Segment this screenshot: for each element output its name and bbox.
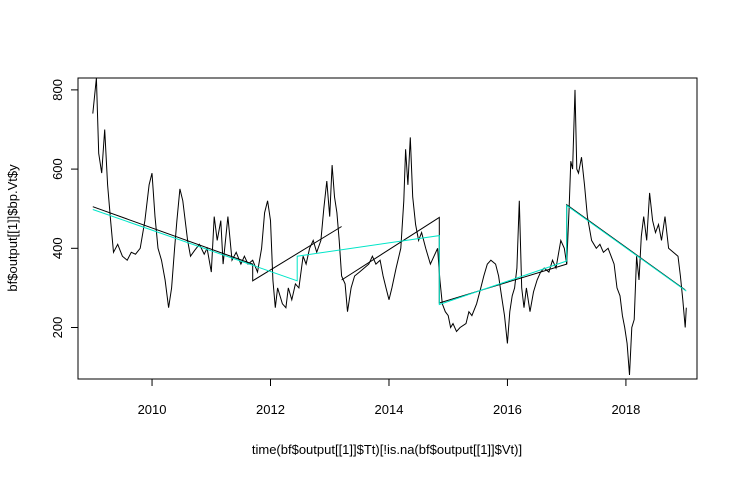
series-line-3 (341, 203, 686, 304)
y-axis: 200 400 600 800 (50, 79, 79, 339)
y-tick-label: 800 (50, 79, 65, 101)
series-line-4 (92, 204, 687, 306)
x-axis-label: time(bf$output[[1]]$Tt)[!is.na(bf$output… (252, 442, 522, 457)
plot-area-frame (77, 77, 698, 380)
x-tick-label: 2010 (138, 402, 167, 417)
y-axis-label: bf$output[[1]]$bp.Vt$y (5, 164, 20, 292)
y-tick-label: 400 (50, 237, 65, 259)
x-tick-label: 2014 (375, 402, 404, 417)
y-tick-label: 200 (50, 317, 65, 339)
series-line-1 (92, 77, 687, 376)
x-tick-label: 2016 (493, 402, 522, 417)
y-tick-label: 600 (50, 158, 65, 180)
x-tick-label: 2018 (611, 402, 640, 417)
x-tick-label: 2012 (256, 402, 285, 417)
x-axis: 2010 2012 2014 2016 2018 (138, 378, 640, 417)
series-line-2 (92, 206, 342, 282)
series-layer (92, 77, 687, 376)
